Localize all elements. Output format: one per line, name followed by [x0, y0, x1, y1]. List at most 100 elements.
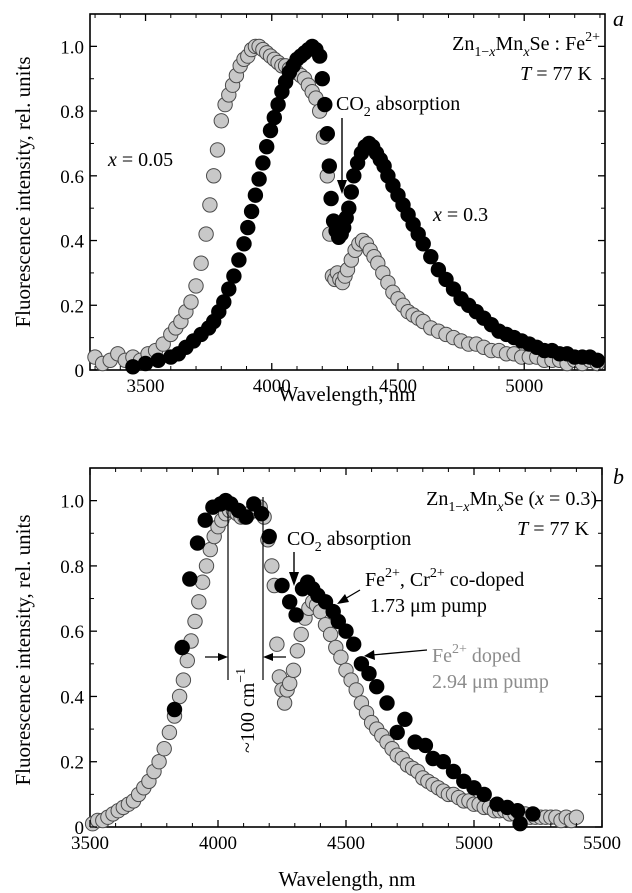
- data-point-b-s0-48: [282, 675, 298, 692]
- data-point-b-s1-28: [369, 679, 385, 695]
- series-label-doped-1: Fe2+ doped: [432, 642, 521, 667]
- data-point-b-s1-27: [361, 665, 377, 682]
- data-point-b-s1-30: [389, 724, 405, 741]
- y-tick-label-a-4: 0.8: [60, 102, 84, 123]
- data-point-a-s1-66: [423, 249, 439, 265]
- panel-label-b: b: [613, 464, 624, 489]
- x-tick-label-b-2: 4500: [327, 833, 365, 854]
- doped-arrow: [371, 649, 428, 656]
- data-point-b-s0-22: [191, 594, 207, 610]
- x-tick-label-a-2: 4500: [379, 376, 417, 397]
- data-point-b-s0-21: [187, 613, 203, 630]
- data-point-b-s0-24: [198, 558, 215, 574]
- data-point-b-s1-0: [166, 701, 183, 718]
- data-point-b-s1-1: [174, 639, 190, 656]
- data-point-a-s1-37: [317, 96, 333, 113]
- y-tick-label-a-0: 0: [75, 361, 85, 382]
- co2-arrowhead-a: [337, 180, 347, 194]
- x-tick-label-b-4: 5500: [583, 833, 621, 854]
- y-axis-label-b: Fluorescence intensity, rel. units: [11, 515, 35, 786]
- data-point-b-s1-43: [512, 816, 528, 832]
- data-point-b-s0-18: [175, 672, 192, 688]
- y-tick-label-b-1: 0.2: [60, 753, 84, 774]
- data-point-b-s0-14: [156, 741, 172, 757]
- data-point-a-s1-2: [150, 352, 166, 368]
- data-point-b-s0-51: [293, 626, 309, 643]
- width-arrowhead-right: [263, 653, 273, 661]
- data-point-a-s1-65: [415, 236, 431, 252]
- data-point-b-s0-46: [276, 695, 293, 711]
- doped-arrowhead: [364, 650, 375, 660]
- data-point-b-s0-23: [194, 574, 211, 590]
- data-point-b-s0-106: [568, 809, 585, 825]
- data-point-b-s1-39: [476, 786, 492, 803]
- data-point-b-s1-12: [253, 506, 270, 522]
- y-tick-label-a-3: 0.6: [60, 167, 84, 188]
- data-point-a-s1-20: [255, 155, 271, 171]
- data-point-b-s0-63: [348, 682, 364, 698]
- data-point-a-s0-16: [193, 255, 209, 271]
- x-axis-label-b: Wavelength, nm: [278, 867, 415, 891]
- x-tick-label-b-0: 3500: [71, 833, 109, 854]
- data-point-b-s0-19: [179, 652, 196, 669]
- y-axis-label-a: Fluorescence intensity, rel. units: [11, 57, 35, 328]
- data-point-a-s1-16: [240, 219, 256, 236]
- data-point-b-s1-15: [282, 594, 298, 610]
- x-tick-label-b-3: 5000: [455, 833, 493, 854]
- data-point-a-s1-49: [346, 168, 362, 184]
- data-point-a-s1-23: [266, 109, 282, 126]
- series-label-x005: x = 0.05: [107, 149, 173, 171]
- ticks-b: 3500 4000 4500 5000 5500 0 0.2 0.4 0.6 0.8 1.0: [60, 468, 621, 854]
- data-point-b-s1-4: [197, 512, 213, 528]
- data-point-a-s1-24: [270, 96, 286, 113]
- x-axis-label-a: Wavelength, nm: [278, 382, 415, 406]
- y-tick-label-b-0: 0: [75, 818, 85, 839]
- temperature-label-a: T = 77 K: [520, 63, 592, 85]
- data-point-a-s1-47: [341, 200, 357, 216]
- data-point-a-s1-14: [231, 252, 247, 268]
- data-point-b-s1-16: [288, 607, 304, 623]
- data-point-a-s0-14: [183, 294, 199, 310]
- series-label-doped-2: 2.94 μm pump: [432, 671, 549, 693]
- width-marker-label: ~100 cm−1: [234, 668, 259, 753]
- series-label-x03: x = 0.3: [432, 204, 488, 226]
- data-point-b-s1-36: [445, 763, 462, 780]
- data-point-b-s0-25: [202, 541, 219, 558]
- co2-arrowhead-b: [289, 572, 299, 586]
- data-point-a-s1-38: [319, 126, 335, 142]
- series-label-codoped-1: Fe2+, Cr2+ co-doped: [365, 566, 524, 591]
- co2-absorption-label-a: CO2 absorption: [336, 93, 460, 120]
- compound-label-a: Zn1−xMnxSe : Fe2+: [452, 30, 600, 60]
- data-point-b-s1-29: [379, 695, 395, 711]
- co2-absorption-label-b: CO2 absorption: [287, 528, 411, 555]
- data-point-b-s0-17: [171, 688, 188, 705]
- data-point-a-s0-18: [202, 197, 218, 213]
- width-arrowhead-left: [218, 653, 228, 661]
- data-point-a-s1-15: [236, 236, 252, 252]
- data-point-b-s0-60: [333, 649, 349, 665]
- data-points-b: [84, 492, 585, 832]
- data-point-b-s1-2: [182, 571, 198, 587]
- y-tick-label-a-2: 0.4: [60, 232, 84, 253]
- data-point-a-s1-22: [262, 122, 279, 139]
- data-point-b-s1-42: [509, 803, 526, 819]
- x-tick-label-a-1: 4000: [253, 376, 291, 397]
- data-point-b-s0-43: [269, 636, 285, 652]
- data-point-a-s1-18: [247, 187, 264, 203]
- ticks-a: 3500 4000 4500 5000 0 0.2 0.4 0.6 0.8 1.0: [60, 14, 605, 397]
- data-point-a-s1-35: [312, 48, 328, 64]
- y-tick-label-b-2: 0.4: [60, 687, 84, 708]
- data-point-a-s0-21: [213, 113, 230, 129]
- data-point-b-s0-41: [264, 558, 280, 574]
- data-point-b-s0-50: [289, 643, 306, 659]
- panel-label-a: a: [613, 6, 624, 31]
- data-point-a-s1-88: [589, 352, 606, 368]
- y-tick-label-b-4: 0.8: [60, 557, 84, 578]
- data-point-b-s1-13: [261, 528, 277, 545]
- compound-label-b: Zn1−xMnxSe (x = 0.3): [426, 488, 597, 515]
- data-point-b-s1-14: [274, 577, 290, 594]
- data-point-b-s0-49: [285, 662, 302, 678]
- x-tick-label-b-1: 4000: [199, 833, 237, 854]
- data-point-b-s1-10: [238, 509, 254, 525]
